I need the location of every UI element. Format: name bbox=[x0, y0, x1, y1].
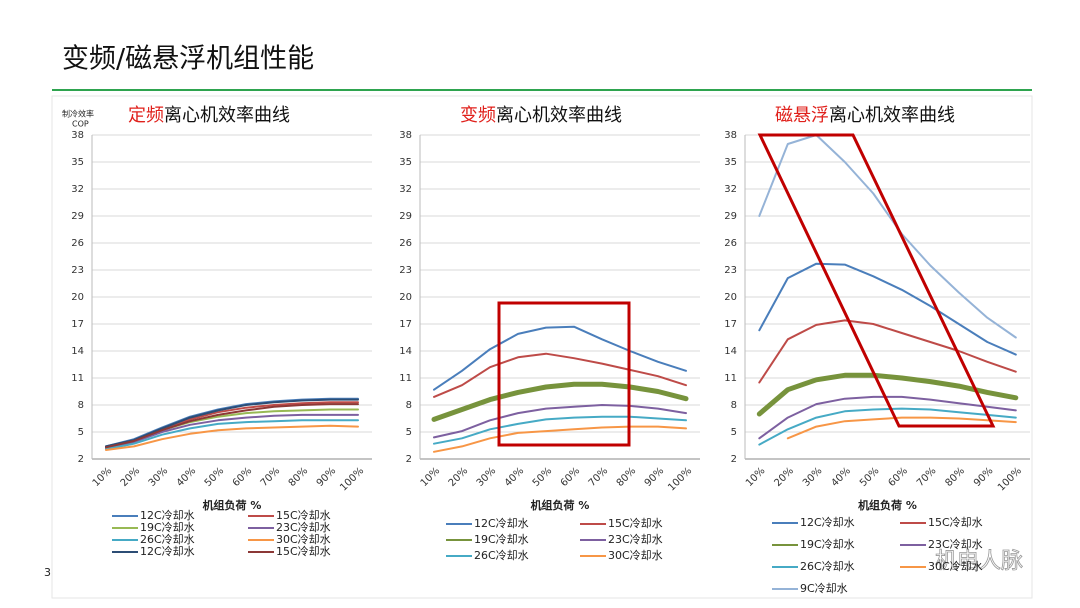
y-tick-label: 29 bbox=[399, 211, 412, 222]
series-line bbox=[433, 425, 687, 453]
y-tick-label: 35 bbox=[399, 157, 412, 168]
legend-label: 26C冷却水 bbox=[800, 560, 855, 573]
y-tick-label: 17 bbox=[724, 319, 737, 330]
series-line bbox=[756, 372, 1019, 417]
y-tick-label: 26 bbox=[399, 238, 412, 249]
y-tick-label: 5 bbox=[406, 427, 412, 438]
legend-label: 9C冷却水 bbox=[800, 582, 848, 595]
y-tick-label: 38 bbox=[724, 130, 737, 141]
chart-frame bbox=[51, 95, 1033, 599]
series-line bbox=[758, 407, 1017, 446]
page-number: 3 bbox=[44, 566, 51, 579]
y-axis-label: 制冷效率 bbox=[62, 109, 94, 119]
series-line bbox=[433, 404, 687, 439]
legend-label: 19C冷却水 bbox=[474, 533, 529, 546]
legend-label: 12C冷却水 bbox=[474, 517, 529, 530]
y-tick-label: 11 bbox=[71, 373, 84, 384]
chart-title-highlight: 定频 bbox=[128, 105, 164, 126]
y-tick-label: 20 bbox=[399, 292, 412, 303]
y-tick-label: 32 bbox=[71, 184, 84, 195]
series-line bbox=[433, 352, 687, 398]
y-tick-label: 8 bbox=[731, 400, 737, 411]
y-tick-label: 23 bbox=[724, 265, 737, 276]
series-line bbox=[433, 325, 687, 391]
series-line bbox=[105, 413, 359, 450]
y-tick-label: 35 bbox=[71, 157, 84, 168]
legend-label: 19C冷却水 bbox=[800, 538, 855, 551]
y-axis-label: COP bbox=[72, 120, 89, 129]
legend-label: 30C冷却水 bbox=[276, 533, 331, 546]
y-tick-label: 11 bbox=[399, 373, 412, 384]
y-tick-label: 5 bbox=[731, 427, 737, 438]
y-tick-label: 26 bbox=[71, 238, 84, 249]
legend-label: 12C冷却水 bbox=[140, 545, 195, 558]
y-tick-label: 32 bbox=[724, 184, 737, 195]
y-tick-label: 26 bbox=[724, 238, 737, 249]
y-tick-label: 8 bbox=[78, 400, 84, 411]
slide-title: 变频/磁悬浮机组性能 bbox=[62, 44, 314, 75]
y-tick-label: 38 bbox=[71, 130, 84, 141]
y-tick-label: 29 bbox=[724, 211, 737, 222]
chart-title-text: 离心机效率曲线 bbox=[829, 105, 955, 126]
y-tick-label: 11 bbox=[724, 373, 737, 384]
x-axis-label: 机组负荷 % bbox=[858, 498, 917, 512]
chart-title: 变频离心机效率曲线 bbox=[460, 105, 622, 126]
legend-label: 23C冷却水 bbox=[276, 521, 331, 534]
series-line bbox=[431, 381, 689, 422]
legend-label: 30C冷却水 bbox=[608, 549, 663, 562]
y-tick-label: 29 bbox=[71, 211, 84, 222]
legend-label: 30C冷却水 bbox=[928, 560, 983, 573]
y-tick-label: 14 bbox=[71, 346, 84, 357]
y-tick-label: 17 bbox=[399, 319, 412, 330]
y-tick-label: 35 bbox=[724, 157, 737, 168]
y-tick-label: 5 bbox=[78, 427, 84, 438]
chart-title: 定频离心机效率曲线 bbox=[128, 105, 290, 126]
chart-title-text: 离心机效率曲线 bbox=[164, 105, 290, 126]
series-line bbox=[758, 262, 1017, 356]
y-tick-label: 38 bbox=[399, 130, 412, 141]
chart-title: 磁悬浮离心机效率曲线 bbox=[775, 105, 955, 126]
x-axis-label: 机组负荷 % bbox=[203, 498, 262, 512]
y-tick-label: 20 bbox=[71, 292, 84, 303]
series-line bbox=[105, 419, 359, 451]
chart-title-text: 离心机效率曲线 bbox=[496, 105, 622, 126]
legend-label: 23C冷却水 bbox=[928, 538, 983, 551]
y-tick-label: 23 bbox=[399, 265, 412, 276]
legend-label: 15C冷却水 bbox=[608, 517, 663, 530]
y-tick-label: 17 bbox=[71, 319, 84, 330]
legend-label: 26C冷却水 bbox=[474, 549, 529, 562]
watermark: 机电人脉 bbox=[935, 549, 1023, 574]
highlight-parallelogram bbox=[757, 133, 996, 428]
series-line bbox=[758, 134, 1017, 339]
highlight-box bbox=[497, 301, 631, 447]
y-tick-label: 14 bbox=[724, 346, 737, 357]
series-line bbox=[105, 403, 359, 449]
legend-label: 23C冷却水 bbox=[608, 533, 663, 546]
series-line bbox=[433, 415, 687, 445]
series-line bbox=[105, 424, 359, 451]
legend-label: 15C冷却水 bbox=[276, 509, 331, 522]
y-tick-label: 14 bbox=[399, 346, 412, 357]
x-axis-label: 机组负荷 % bbox=[531, 498, 590, 512]
legend-label: 12C冷却水 bbox=[140, 509, 195, 522]
legend-label: 26C冷却水 bbox=[140, 533, 195, 546]
y-tick-label: 20 bbox=[724, 292, 737, 303]
legend-label: 15C冷却水 bbox=[928, 516, 983, 529]
chart-title-highlight: 磁悬浮 bbox=[775, 105, 829, 126]
y-tick-label: 23 bbox=[71, 265, 84, 276]
legend-label: 19C冷却水 bbox=[140, 521, 195, 534]
series-line bbox=[786, 416, 1017, 440]
legend-label: 12C冷却水 bbox=[800, 516, 855, 529]
y-tick-label: 2 bbox=[731, 454, 737, 465]
chart-title-highlight: 变频 bbox=[460, 105, 496, 126]
y-tick-label: 8 bbox=[406, 400, 412, 411]
y-tick-label: 32 bbox=[399, 184, 412, 195]
series-line bbox=[758, 395, 1017, 440]
y-tick-label: 2 bbox=[78, 454, 84, 465]
series-line bbox=[105, 398, 359, 448]
y-tick-label: 2 bbox=[406, 454, 412, 465]
series-line bbox=[758, 319, 1017, 384]
legend-label: 15C冷却水 bbox=[276, 545, 331, 558]
